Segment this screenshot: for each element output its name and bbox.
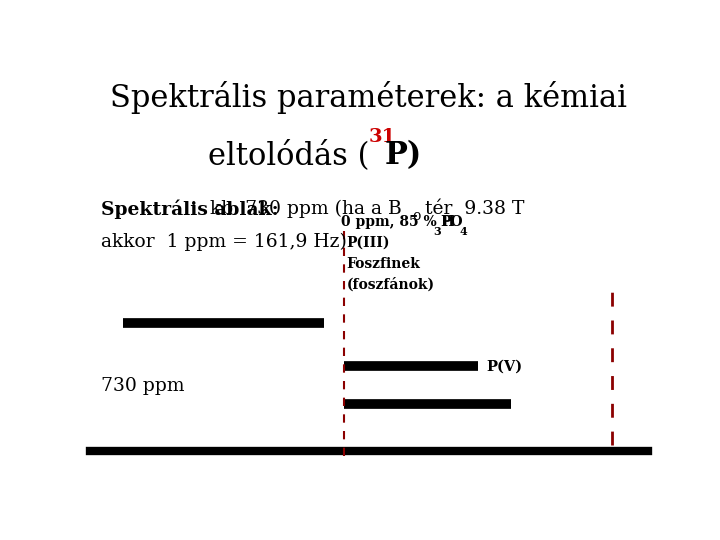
Text: 730 ppm: 730 ppm bbox=[101, 377, 184, 395]
Text: (foszfánok): (foszfánok) bbox=[347, 277, 435, 292]
Text: 4: 4 bbox=[459, 226, 467, 237]
Text: kb. 730 ppm (ha a B: kb. 730 ppm (ha a B bbox=[210, 200, 402, 218]
Text: 0 ppm, 85 % H: 0 ppm, 85 % H bbox=[341, 215, 455, 229]
Text: PO: PO bbox=[440, 215, 462, 229]
Text: 31: 31 bbox=[369, 128, 397, 146]
Text: Spektrális ablak:: Spektrális ablak: bbox=[101, 200, 279, 219]
Text: P): P) bbox=[384, 140, 422, 171]
Text: o: o bbox=[412, 209, 420, 223]
Text: P(V): P(V) bbox=[486, 359, 522, 373]
Text: eltolódás (: eltolódás ( bbox=[207, 140, 369, 171]
Text: 3: 3 bbox=[433, 226, 441, 237]
Text: tér  9.38 T: tér 9.38 T bbox=[419, 200, 525, 218]
Text: Foszfinek: Foszfinek bbox=[347, 256, 420, 271]
Text: P(III): P(III) bbox=[347, 236, 390, 250]
Text: akkor  1 ppm = 161,9 Hz): akkor 1 ppm = 161,9 Hz) bbox=[101, 233, 347, 252]
Text: Spektrális paraméterek: a kémiai: Spektrális paraméterek: a kémiai bbox=[110, 82, 628, 114]
